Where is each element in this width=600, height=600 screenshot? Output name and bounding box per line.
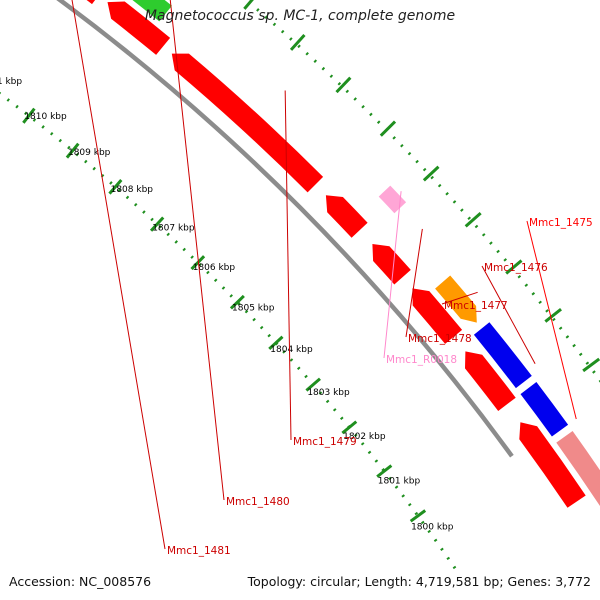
ruler-major-tick	[65, 142, 80, 159]
ruler-major-tick	[108, 179, 123, 195]
ruler-tick-label: 1804 kbp	[270, 345, 313, 355]
gene-overlay-blue	[473, 322, 532, 389]
ruler-tick-label: 1807 kbp	[152, 223, 195, 233]
gene-leader-line	[383, 191, 402, 359]
ruler-tick-label: 1806 kbp	[193, 263, 236, 273]
ruler-major-tick	[22, 107, 36, 124]
inner-ruler-tick	[243, 0, 254, 10]
gene-label: Mmc1_1481	[167, 545, 231, 557]
inner-ruler-tick	[335, 76, 352, 94]
ruler-tick-label: 1805 kbp	[232, 304, 275, 314]
gene-leader-line	[481, 265, 536, 365]
ruler-tick-label: 1810 kbp	[24, 112, 67, 122]
cds-forward-block	[86, 0, 96, 5]
cds-forward-block	[412, 288, 463, 344]
inner-ruler-tick	[379, 120, 397, 137]
rna-block	[378, 185, 407, 214]
cds-forward-block	[107, 1, 171, 55]
inner-ruler-tick	[464, 211, 482, 228]
ruler-major-tick	[305, 377, 321, 392]
ruler-tick-label: 1809 kbp	[68, 148, 111, 158]
gene-overlay-pink	[556, 431, 600, 507]
gene-leader-line	[526, 220, 577, 420]
map-title: Magnetococcus sp. MC-1, complete genome	[144, 8, 456, 24]
inner-ruler-tick	[289, 34, 306, 51]
cds-forward-block	[372, 244, 411, 285]
gene-leader-line	[284, 90, 292, 441]
cds-forward-block	[465, 351, 516, 411]
ruler-major-tick	[149, 216, 165, 232]
gene-leader-line	[71, 0, 166, 550]
gene-leader-line	[169, 0, 225, 501]
ruler-tick-label: 1803 kbp	[307, 388, 350, 398]
ruler-tick-label: 1808 kbp	[111, 185, 154, 195]
gene-overlay-green	[132, 0, 172, 22]
ruler-tick-label: 1802 kbp	[343, 432, 386, 442]
ruler-major-tick	[268, 335, 284, 351]
gene-label: Mmc1_1476	[484, 262, 548, 274]
ruler-major-tick	[341, 420, 358, 435]
cds-forward-block	[325, 195, 368, 238]
inner-ruler-tick	[505, 259, 523, 275]
cds-forward-block	[171, 53, 324, 193]
ruler-major-tick	[229, 294, 245, 310]
gene-leader-line	[405, 228, 423, 338]
ruler-dotted-track	[0, 92, 464, 580]
inner-ruler-tick	[544, 308, 562, 323]
ruler-major-tick	[376, 464, 393, 478]
accession-label: Accession: NC_008576	[6, 574, 155, 589]
gene-label: Mmc1_1475	[529, 217, 593, 229]
ruler-major-tick	[409, 509, 427, 523]
topology-summary: Topology: circular; Length: 4,719,581 bp…	[244, 574, 594, 589]
ruler-major-tick	[190, 255, 206, 271]
inner-ruler-track	[243, 0, 600, 383]
gene-overlay-blue	[520, 382, 569, 437]
gene-label: Mmc1_1478	[408, 333, 472, 345]
inner-ruler-tick	[582, 357, 600, 373]
cds-forward-block	[519, 422, 586, 508]
gene-leader-line	[441, 291, 478, 305]
gene-label: Mmc1_1477	[444, 300, 508, 312]
gene-label: Mmc1_1479	[293, 436, 357, 448]
gene-label: Mmc1_R0018	[386, 354, 457, 366]
backbone-line	[56, 0, 514, 458]
ruler-tick-label: 1811 kbp	[0, 77, 22, 87]
inner-ruler-tick	[422, 165, 440, 182]
ruler-tick-label: 1800 kbp	[411, 522, 454, 532]
gene-label: Mmc1_1480	[226, 496, 290, 508]
ruler-tick-label: 1801 kbp	[378, 477, 421, 487]
